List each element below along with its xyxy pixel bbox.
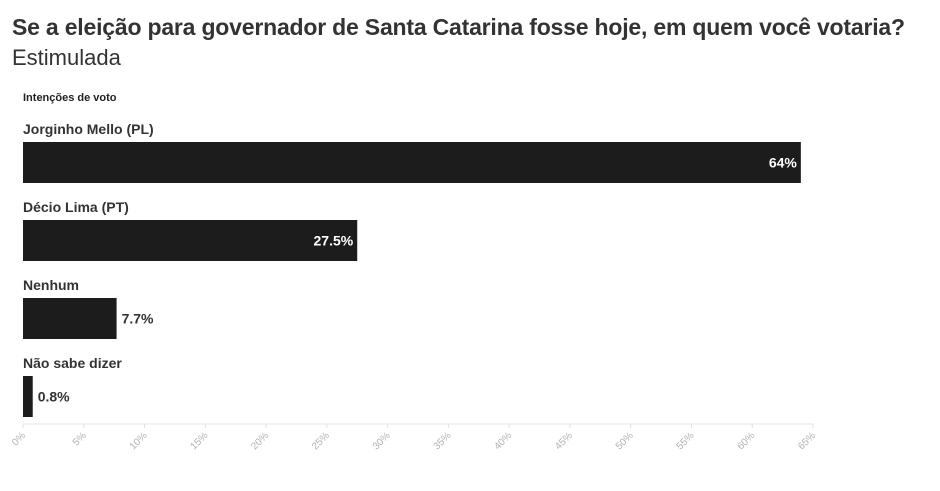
x-tick-label: 35% [432,430,454,452]
x-tick-label: 0% [10,430,28,448]
legend-title: Intenções de voto [23,92,117,104]
x-tick-label: 10% [128,430,150,452]
x-tick-label: 40% [492,430,514,452]
x-tick-label: 65% [796,430,818,452]
data-label: 7.7% [122,311,154,327]
data-label: 0.8% [38,389,70,405]
bar [23,220,358,261]
bar [23,376,33,417]
x-tick-label: 50% [614,430,636,452]
category-label: Nenhum [23,277,79,293]
x-tick-label: 60% [735,430,757,452]
category-label: Décio Lima (PT) [23,199,129,215]
x-tick-label: 15% [188,430,210,452]
x-tick-label: 25% [310,430,332,452]
bar [23,298,117,339]
x-tick-label: 55% [675,430,697,452]
x-tick-label: 5% [71,430,89,448]
x-tick-label: 20% [249,430,271,452]
bars-group: Jorginho Mello (PL) 64% Décio Lima (PT) 27.… [23,121,801,417]
chart-title: Se a eleição para governador de Santa Ca… [12,14,905,40]
x-tick-label: 30% [371,430,393,452]
bar [23,142,801,183]
data-label: 64% [769,155,798,171]
x-tick-label: 45% [553,430,575,452]
x-axis: 0% 5% 10% 15% 20% 25% 30% 35% 40% 45% 50% 55% 60% 65% [10,423,818,452]
data-label: 27.5% [314,233,354,249]
category-label: Jorginho Mello (PL) [23,121,154,137]
category-label: Não sabe dizer [23,355,122,371]
chart-subtitle: Estimulada [12,45,121,70]
